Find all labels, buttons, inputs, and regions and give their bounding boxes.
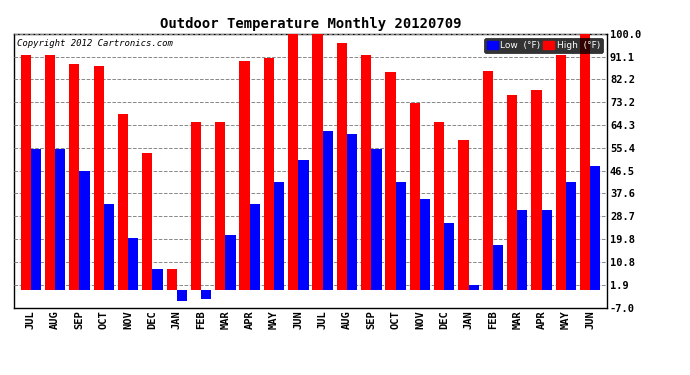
Bar: [45, 56, 55, 290]
Bar: [226, 235, 235, 290]
Bar: [323, 131, 333, 290]
Bar: [21, 56, 31, 290]
Bar: [444, 223, 455, 290]
Bar: [386, 72, 395, 290]
Bar: [518, 210, 527, 290]
Bar: [298, 160, 308, 290]
Bar: [531, 90, 542, 290]
Bar: [94, 66, 104, 290]
Legend: Low  (°F), High  (°F): Low (°F), High (°F): [484, 38, 602, 53]
Bar: [128, 238, 138, 290]
Bar: [493, 245, 503, 290]
Bar: [152, 269, 163, 290]
Bar: [69, 64, 79, 290]
Bar: [177, 290, 187, 301]
Bar: [288, 28, 298, 290]
Bar: [420, 199, 430, 290]
Bar: [239, 61, 250, 290]
Bar: [395, 182, 406, 290]
Bar: [264, 58, 274, 290]
Bar: [201, 290, 211, 298]
Bar: [215, 122, 226, 290]
Bar: [483, 71, 493, 290]
Bar: [555, 56, 566, 290]
Bar: [250, 204, 260, 290]
Bar: [542, 210, 552, 290]
Bar: [507, 95, 518, 290]
Bar: [337, 43, 347, 290]
Bar: [142, 153, 152, 290]
Text: Copyright 2012 Cartronics.com: Copyright 2012 Cartronics.com: [17, 39, 172, 48]
Bar: [31, 149, 41, 290]
Bar: [79, 171, 90, 290]
Bar: [410, 103, 420, 290]
Bar: [313, 26, 323, 290]
Bar: [371, 149, 382, 290]
Bar: [274, 182, 284, 290]
Bar: [590, 165, 600, 290]
Bar: [458, 140, 469, 290]
Bar: [469, 285, 479, 290]
Bar: [55, 149, 66, 290]
Title: Outdoor Temperature Monthly 20120709: Outdoor Temperature Monthly 20120709: [160, 17, 461, 31]
Bar: [104, 204, 114, 290]
Bar: [166, 269, 177, 290]
Bar: [191, 122, 201, 290]
Bar: [347, 134, 357, 290]
Bar: [580, 33, 590, 290]
Bar: [566, 182, 576, 290]
Bar: [118, 114, 128, 290]
Bar: [434, 122, 444, 290]
Bar: [361, 56, 371, 290]
